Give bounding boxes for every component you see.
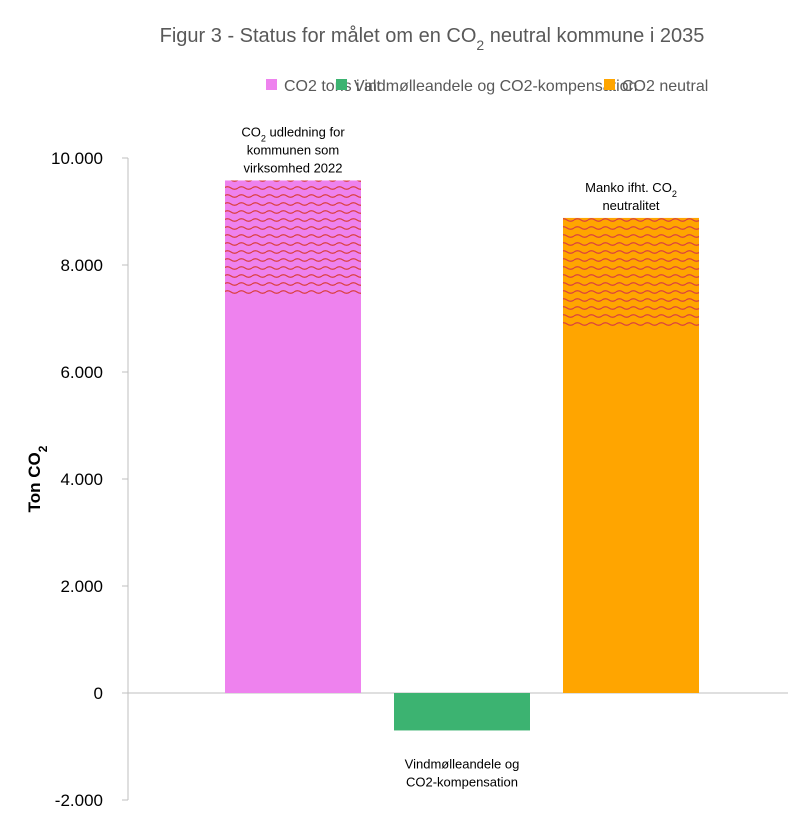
legend-swatch-0	[266, 79, 277, 90]
bar-annotation-0-text-end: udledning for	[266, 124, 345, 139]
bar-hatch-0	[225, 180, 361, 298]
bar-1	[394, 693, 530, 731]
bar-annotation-0: virksomhed 2022	[244, 160, 343, 175]
bar-annotation-0-text: kommunen som	[247, 142, 339, 157]
chart-title: Figur 3 - Status for målet om en CO2 neu…	[160, 25, 705, 53]
y-tick-label: 10.000	[51, 149, 103, 168]
bar-annotation-2: Manko ifht. CO2	[585, 180, 677, 199]
bar-annotation-1: Vindmølleandele og	[405, 756, 520, 771]
y-tick-label: 8.000	[60, 256, 103, 275]
legend-label-2: CO2 neutral	[622, 78, 708, 95]
bar-annotation-0: kommunen som	[247, 142, 339, 157]
bar-annotation-1-text: Vindmølleandele og	[405, 756, 520, 771]
legend-label-1: Vindmølleandele og CO2-kompensation	[354, 78, 637, 95]
chart-title-text-end: neutral kommune i 2035	[484, 25, 704, 47]
bar-annotation-0: CO2 udledning for	[241, 124, 345, 143]
chart-title-subscript: 2	[476, 37, 484, 53]
y-tick-label: 0	[94, 684, 103, 703]
legend-swatch-1	[336, 79, 347, 90]
bar-annotation-2-text: Manko ifht. CO	[585, 180, 672, 195]
bar-annotation-2: neutralitet	[602, 198, 659, 213]
bar-annotation-0-subscript: 2	[261, 133, 266, 143]
legend-label-0: CO2 tons i alt	[284, 78, 381, 95]
bar-annotation-2-subscript: 2	[672, 189, 677, 199]
legend-swatch-2	[604, 79, 615, 90]
bar-annotation-1: CO2-kompensation	[406, 774, 518, 789]
bar-annotation-2-text: neutralitet	[602, 198, 659, 213]
bar-annotation-0-text: virksomhed 2022	[244, 160, 343, 175]
y-axis-label-text: Ton CO	[25, 452, 44, 512]
bar-annotation-0-text: CO	[241, 124, 261, 139]
chart-title-text: Figur 3 - Status for målet om en CO	[160, 25, 477, 47]
y-tick-label: 2.000	[60, 577, 103, 596]
bar-hatch-2	[563, 217, 699, 330]
y-tick-label: 4.000	[60, 470, 103, 489]
y-axis-label: Ton CO2	[25, 445, 50, 512]
bar-annotation-1-text: CO2-kompensation	[406, 774, 518, 789]
y-tick-label: 6.000	[60, 363, 103, 382]
y-axis-label-subscript: 2	[36, 445, 50, 452]
y-tick-label: -2.000	[55, 791, 103, 810]
